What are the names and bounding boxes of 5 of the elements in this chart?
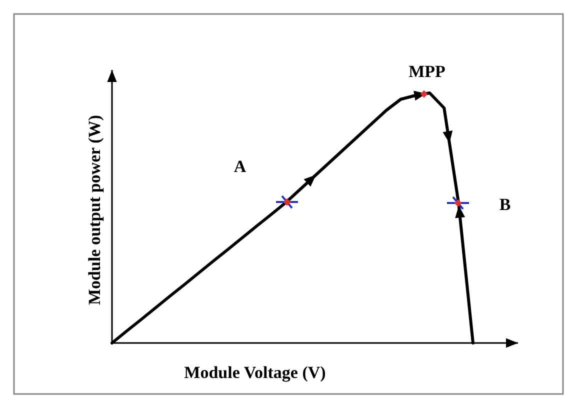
y-axis-title: Module output power (W): [85, 115, 104, 305]
text: B: [499, 195, 511, 214]
text: MPP: [408, 62, 446, 81]
x-axis-title: Module Voltage (V): [184, 363, 326, 382]
annotation: A: [234, 157, 247, 176]
